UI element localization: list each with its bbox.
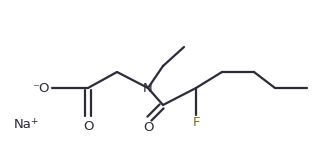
Text: O: O [83,120,93,133]
Text: Na: Na [14,118,32,132]
Text: O: O [143,121,153,134]
Text: ⁻O: ⁻O [32,81,50,94]
Text: F: F [192,116,200,129]
Text: +: + [30,117,37,126]
Text: N: N [143,81,153,94]
